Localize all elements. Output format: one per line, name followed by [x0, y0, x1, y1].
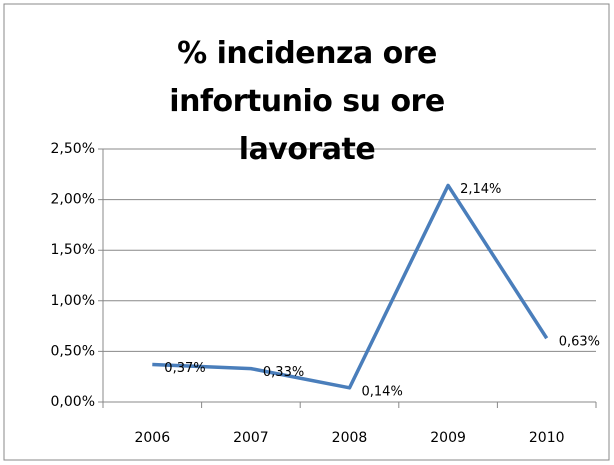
y-tick-label: 2,00%: [51, 192, 95, 208]
data-label: 0,14%: [362, 384, 403, 399]
x-tick-label: 2007: [233, 430, 269, 446]
x-tick-label: 2009: [430, 430, 466, 446]
y-tick-label: 1,50%: [51, 242, 95, 258]
y-tick-label: 0,50%: [51, 343, 95, 359]
chart-title: % incidenza ore infortunio su ore lavora…: [169, 36, 445, 167]
y-tick-label: 0,00%: [51, 394, 95, 410]
series-line: [152, 183, 549, 390]
x-tick-label: 2010: [529, 430, 565, 446]
data-label: 0,33%: [263, 365, 304, 380]
data-label: 0,37%: [164, 361, 205, 376]
data-label: 0,63%: [559, 335, 600, 350]
x-tick-label: 2008: [332, 430, 368, 446]
x-tick-label: 2006: [134, 430, 170, 446]
data-label: 2,14%: [460, 182, 501, 197]
chart-frame: [3, 3, 610, 461]
y-tick-label: 2,50%: [51, 141, 95, 157]
y-tick-label: 1,00%: [51, 293, 95, 309]
